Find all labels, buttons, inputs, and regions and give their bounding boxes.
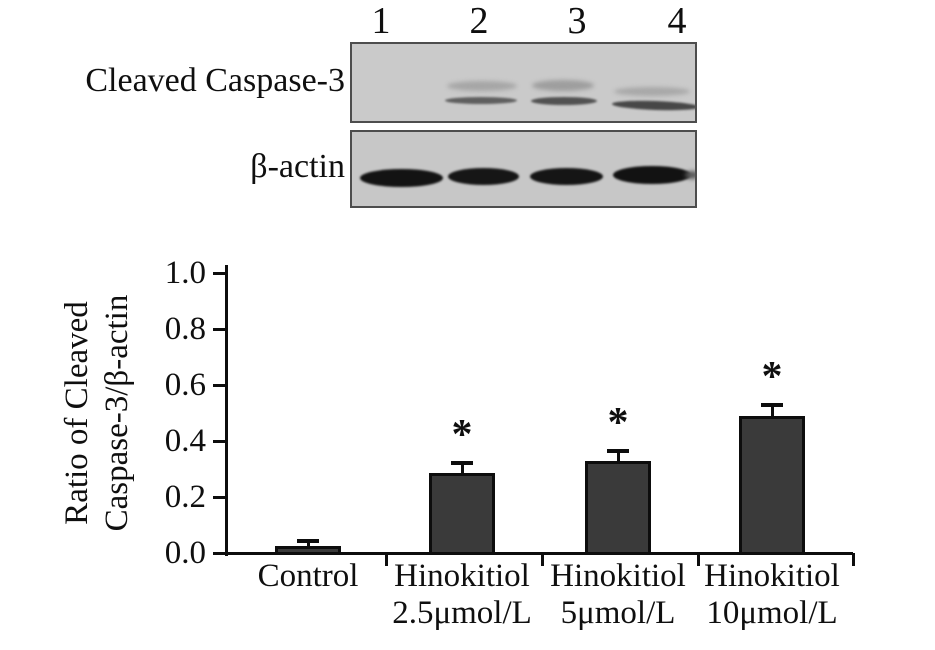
significance-asterisk: *	[451, 412, 473, 458]
y-axis-title-line: Caspase-3/β-actin	[99, 294, 135, 532]
x-category-label-line: Control	[257, 558, 359, 594]
x-category-label-line: 5μmol/L	[560, 595, 676, 631]
x-tick-mark	[697, 553, 700, 566]
blot-band-lane3-band	[531, 97, 597, 105]
x-tick-mark	[385, 553, 388, 566]
x-category-label: Hinokitiol 2.5μmol/L	[392, 558, 532, 632]
blot-row-label: Cleaved Caspase-3	[85, 61, 345, 99]
blot-band-lane4-smear	[685, 171, 695, 179]
x-category-label: Control	[258, 558, 359, 595]
x-category-label-line: 10μmol/L	[706, 595, 838, 631]
blot-band-lane4-band	[611, 99, 695, 112]
blot-lane-number: 1	[371, 0, 391, 42]
y-tick-mark	[213, 496, 226, 499]
error-bar-cap	[451, 461, 473, 465]
x-category-label: Hinokitiol 5μmol/L	[550, 558, 686, 632]
x-category-label-line: 2.5μmol/L	[392, 595, 532, 631]
y-tick-label: 0.8	[164, 311, 206, 347]
error-bar-stem	[770, 403, 774, 416]
y-axis-title: Ratio of Cleaved Caspase-3/β-actin	[57, 248, 139, 578]
y-tick-label: 0.2	[164, 479, 206, 515]
error-bar-stem	[616, 449, 620, 461]
bar-0	[275, 546, 341, 555]
significance-asterisk: *	[761, 354, 783, 400]
y-tick-mark	[213, 552, 226, 555]
y-tick-mark	[213, 328, 226, 331]
blot-band-lane3-band	[530, 168, 603, 185]
x-axis-line	[225, 552, 853, 555]
y-tick-label: 0.4	[164, 423, 206, 459]
blot-panel-beta-actin	[350, 130, 697, 208]
bar-2	[585, 461, 651, 555]
y-tick-label: 1.0	[164, 255, 206, 291]
significance-asterisk: *	[607, 400, 629, 446]
blot-panel-cleaved-caspase3	[350, 42, 697, 123]
blot-lane-number: 3	[567, 0, 587, 42]
x-category-label-line: Hinokitiol	[704, 558, 840, 594]
x-tick-mark	[541, 553, 544, 566]
blot-band-lane4-smear	[614, 87, 690, 96]
y-axis-line	[225, 265, 228, 556]
blot-row-label: β-actin	[250, 148, 345, 185]
bar-3	[739, 416, 805, 555]
bar-1	[429, 473, 495, 555]
y-tick-label: 0.0	[164, 535, 206, 571]
x-category-label-line: Hinokitiol	[394, 558, 530, 594]
blot-band-lane2-band	[448, 168, 519, 185]
blot-band-lane4-band	[613, 166, 691, 184]
error-bar-cap	[297, 539, 319, 543]
y-tick-mark	[213, 384, 226, 387]
y-axis-title-line: Ratio of Cleaved	[59, 301, 95, 525]
error-bar-cap	[607, 449, 629, 453]
x-tick-mark	[852, 553, 855, 566]
blot-lane-number: 4	[667, 0, 687, 42]
error-bar-stem	[460, 461, 464, 473]
y-tick-mark	[213, 272, 226, 275]
blot-band-lane1-band	[360, 169, 443, 187]
blot-band-lane3-smear	[532, 80, 594, 91]
x-category-label-line: Hinokitiol	[550, 558, 686, 594]
x-category-label: Hinokitiol 10μmol/L	[704, 558, 840, 632]
blot-band-lane2-smear	[447, 81, 517, 91]
y-tick-mark	[213, 440, 226, 443]
blot-lane-number: 2	[469, 0, 489, 42]
error-bar-cap	[761, 403, 783, 407]
y-tick-label: 0.6	[164, 367, 206, 403]
blot-band-lane2-band	[445, 97, 517, 104]
